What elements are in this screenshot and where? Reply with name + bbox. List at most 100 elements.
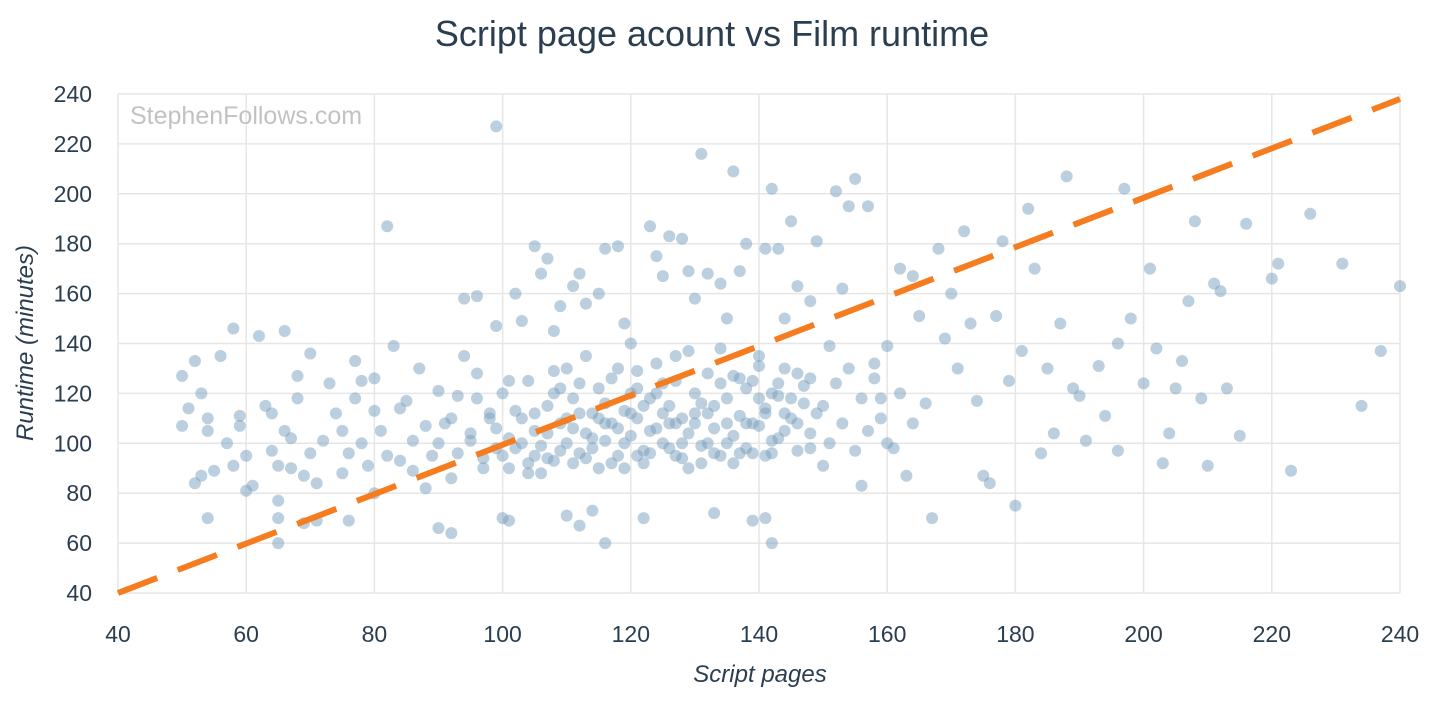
- data-point: [772, 432, 785, 445]
- data-point: [1028, 262, 1041, 275]
- data-point: [650, 250, 663, 263]
- data-point: [451, 389, 464, 402]
- data-point: [560, 509, 573, 522]
- data-point: [644, 447, 657, 460]
- x-tick-label: 100: [483, 621, 521, 647]
- data-point: [746, 447, 759, 460]
- data-point: [791, 417, 804, 430]
- data-point: [772, 377, 785, 390]
- y-axis-label: Runtime (minutes): [12, 245, 39, 441]
- data-point: [304, 447, 317, 460]
- data-point: [1285, 464, 1298, 477]
- data-point: [945, 287, 958, 300]
- data-point: [791, 367, 804, 380]
- data-point: [355, 437, 368, 450]
- data-point: [708, 507, 721, 520]
- data-point: [1394, 280, 1406, 293]
- data-point: [631, 364, 644, 377]
- data-point: [842, 200, 855, 213]
- data-point: [515, 315, 528, 328]
- data-point: [894, 262, 907, 275]
- data-point: [547, 364, 560, 377]
- data-point: [727, 165, 740, 178]
- data-point: [637, 457, 650, 470]
- data-point: [297, 469, 310, 482]
- x-tick-label: 220: [1253, 621, 1291, 647]
- data-point: [676, 452, 689, 465]
- data-point: [291, 369, 304, 382]
- data-point: [753, 349, 765, 362]
- data-point: [342, 514, 355, 527]
- data-point: [618, 317, 631, 330]
- data-point: [740, 382, 753, 395]
- data-point: [849, 444, 862, 457]
- grid: [117, 93, 1401, 594]
- data-point: [810, 235, 823, 248]
- data-point: [445, 527, 458, 540]
- data-point: [1009, 499, 1022, 512]
- data-point: [759, 407, 772, 420]
- data-point: [528, 240, 541, 253]
- data-point: [426, 449, 439, 462]
- data-point: [1195, 392, 1208, 405]
- data-point: [663, 230, 676, 243]
- data-point: [874, 392, 887, 405]
- data-point: [720, 392, 733, 405]
- data-point: [1272, 257, 1285, 270]
- x-tick-label: 120: [612, 621, 650, 647]
- data-point: [855, 479, 868, 492]
- data-point: [695, 147, 708, 160]
- data-point: [823, 437, 836, 450]
- data-point: [656, 407, 669, 420]
- data-point: [586, 442, 599, 455]
- data-point: [829, 377, 842, 390]
- data-point: [349, 392, 362, 405]
- data-point: [874, 412, 887, 425]
- data-point: [220, 437, 233, 450]
- data-point: [656, 270, 669, 283]
- data-point: [272, 537, 285, 550]
- data-point: [836, 417, 849, 430]
- data-point: [1047, 427, 1060, 440]
- data-point: [682, 344, 695, 357]
- data-point: [631, 382, 644, 395]
- data-point: [509, 404, 522, 417]
- data-point: [470, 290, 483, 303]
- data-point: [720, 312, 733, 325]
- data-point: [720, 417, 733, 430]
- data-point: [579, 452, 592, 465]
- data-point: [592, 462, 605, 475]
- data-point: [624, 407, 637, 420]
- y-tick-label: 240: [54, 81, 92, 107]
- data-point: [374, 424, 387, 437]
- data-point: [720, 437, 733, 450]
- trend-line: [116, 96, 1402, 596]
- data-point: [1118, 182, 1131, 195]
- data-point: [573, 519, 586, 532]
- data-point: [336, 467, 349, 480]
- data-point: [701, 267, 714, 280]
- data-point: [394, 454, 407, 467]
- data-point: [176, 369, 189, 382]
- data-point: [483, 412, 496, 425]
- data-point: [419, 419, 432, 432]
- data-point: [958, 225, 971, 238]
- data-point: [188, 354, 201, 367]
- data-point: [599, 434, 612, 447]
- data-point: [573, 267, 586, 280]
- data-point: [778, 312, 791, 325]
- data-point: [1240, 217, 1253, 230]
- data-point: [592, 412, 605, 425]
- x-tick-label: 200: [1124, 621, 1162, 647]
- x-tick-label: 180: [996, 621, 1034, 647]
- data-point: [381, 449, 394, 462]
- data-point: [906, 417, 919, 430]
- data-point: [329, 407, 342, 420]
- data-point: [573, 377, 586, 390]
- data-point: [1041, 362, 1054, 375]
- data-point: [733, 265, 746, 278]
- data-point: [1137, 377, 1150, 390]
- y-tick-label: 100: [54, 430, 92, 456]
- data-point: [1156, 457, 1169, 470]
- x-tick-label: 60: [233, 621, 259, 647]
